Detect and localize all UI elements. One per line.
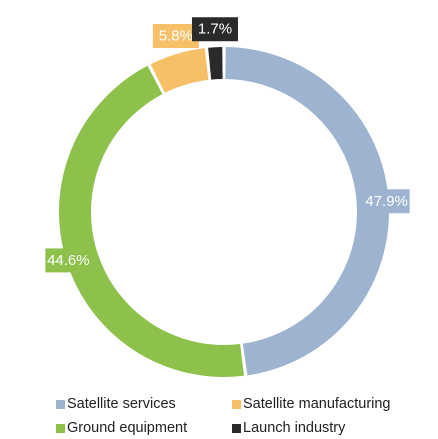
- legend-swatch: [56, 399, 65, 409]
- legend-item-satellite-manufacturing: Satellite manufacturing: [232, 396, 422, 412]
- slice-ground-equipment: [59, 65, 244, 378]
- legend-item-ground-equipment: Ground equipment: [56, 420, 232, 436]
- legend-swatch: [56, 423, 65, 433]
- legend-swatch: [232, 423, 241, 433]
- svg-text:1.7%: 1.7%: [198, 21, 232, 38]
- svg-text:5.8%: 5.8%: [159, 28, 193, 45]
- legend-item-launch-industry: Launch industry: [232, 420, 422, 436]
- legend-label: Satellite manufacturing: [243, 396, 391, 412]
- data-label-satellite-manufacturing: 5.8%: [152, 24, 199, 49]
- slice-satellite-manufacturing: [150, 48, 209, 93]
- svg-text:44.6%: 44.6%: [47, 252, 90, 269]
- legend-swatch: [232, 399, 241, 409]
- chart-legend: Satellite services Satellite manufacturi…: [56, 396, 436, 436]
- data-label-ground-equipment: 44.6%: [45, 248, 92, 273]
- svg-text:47.9%: 47.9%: [365, 193, 408, 210]
- legend-label: Ground equipment: [67, 420, 188, 436]
- slice-satellite-services: [225, 47, 389, 376]
- data-label-satellite-services: 47.9%: [363, 189, 410, 214]
- slice-launch-industry: [208, 47, 223, 80]
- legend-item-satellite-services: Satellite services: [56, 396, 232, 412]
- legend-label: Satellite services: [67, 396, 176, 412]
- data-label-launch-industry: 1.7%: [191, 17, 238, 42]
- legend-label: Launch industry: [243, 420, 346, 436]
